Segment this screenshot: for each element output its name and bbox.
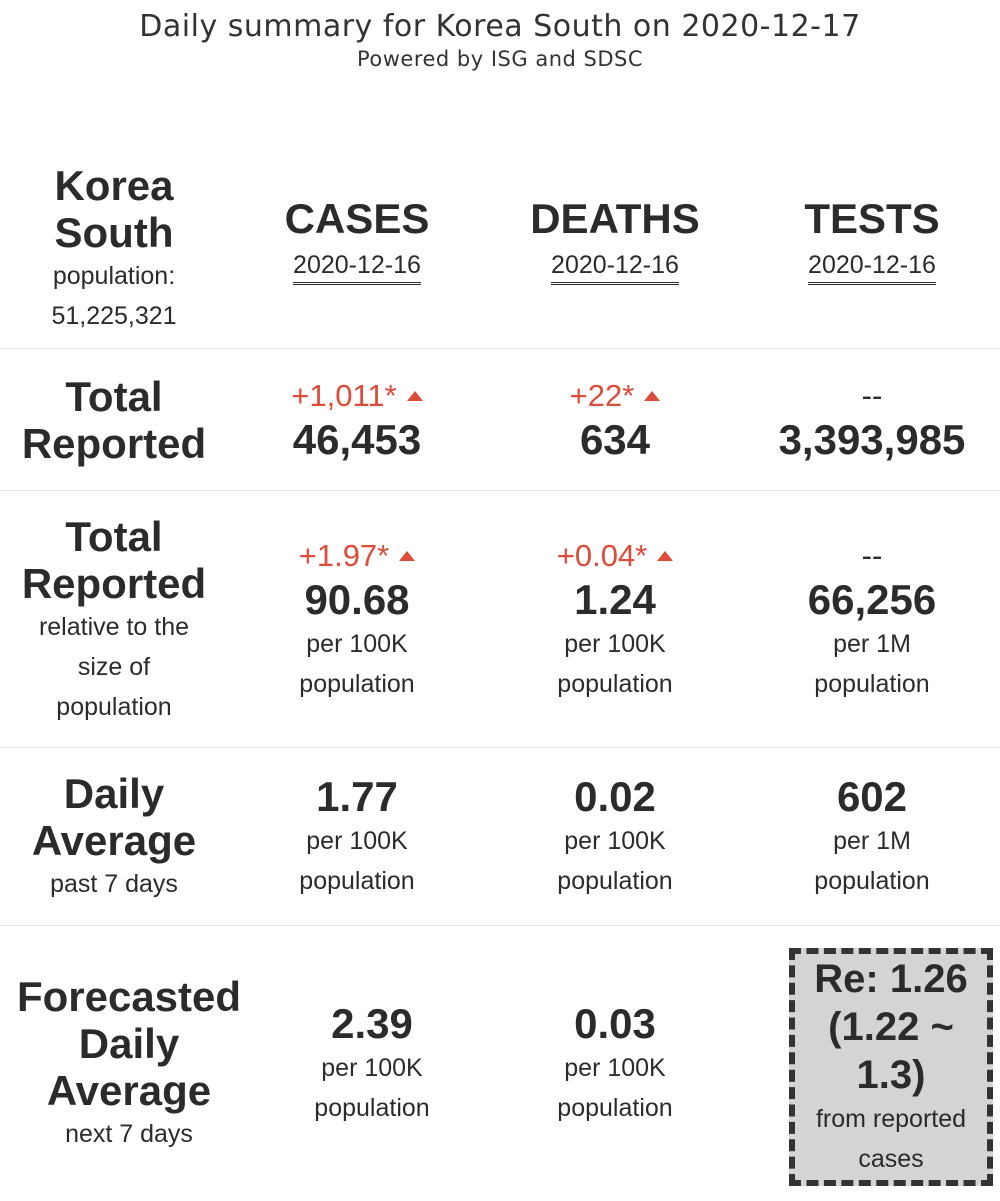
row-sublabel-2: size of: [77, 652, 151, 681]
row-label: Forecasted: [16, 973, 242, 1020]
cases-header: CASES 2020-12-16: [228, 150, 486, 348]
cases-delta: +1.97*: [299, 536, 416, 576]
forecast-cases-cell: 2.39 per 100K population: [258, 926, 486, 1201]
page-title: Daily summary for Korea South on 2020-12…: [139, 9, 861, 44]
triangle-up-icon: [657, 550, 674, 561]
deaths-delta: +0.04*: [557, 536, 674, 576]
total-reported-row: Total Reported +1,011* 46,453 +22* 634 -…: [0, 348, 1000, 491]
population-label: population:: [52, 262, 176, 290]
total-tests-cell: -- 3,393,985: [744, 349, 1000, 491]
triangle-up-icon: [644, 391, 661, 401]
unit-label-2: population: [314, 1093, 430, 1122]
cases-heading: CASES: [284, 195, 430, 242]
deaths-delta: +22*: [570, 376, 661, 416]
forecast-deaths-cell: 0.03 per 100K population: [486, 926, 744, 1201]
tests-heading: TESTS: [804, 195, 940, 242]
unit-label: per 100K: [564, 1053, 666, 1082]
row-sublabel: relative to the: [38, 612, 190, 641]
forecast-cases-value: 2.39: [331, 999, 413, 1047]
forecast-deaths-value: 0.03: [574, 999, 656, 1047]
cases-delta: +1,011*: [291, 376, 423, 416]
avg-deaths-cell: 0.02 per 100K population: [486, 748, 744, 926]
unit-label: per 1M: [833, 827, 911, 855]
deaths-header: DEATHS 2020-12-16: [486, 150, 744, 348]
row-label-cell: Daily Average past 7 days: [0, 748, 228, 926]
relative-cases-value: 90.68: [304, 575, 410, 623]
avg-cases-cell: 1.77 per 100K population: [228, 748, 486, 926]
row-label-3: Average: [46, 1067, 212, 1114]
re-value: Re: 1.26: [814, 957, 968, 1001]
unit-label: per 100K: [306, 629, 408, 658]
unit-label: per 1M: [833, 629, 911, 658]
avg-deaths-value: 0.02: [574, 773, 656, 820]
tests-header: TESTS 2020-12-16: [744, 150, 1000, 348]
unit-label-2: population: [299, 669, 415, 698]
row-label-2: Daily: [78, 1020, 180, 1067]
unit-label-2: population: [299, 867, 415, 895]
relative-deaths-cell: +0.04* 1.24 per 100K population: [486, 491, 744, 748]
daily-average-row: Daily Average past 7 days 1.77 per 100K …: [0, 747, 1000, 926]
tests-date-link[interactable]: 2020-12-16: [808, 248, 936, 285]
country-name-2: South: [54, 209, 174, 256]
forecast-row: Forecasted Daily Average next 7 days 2.3…: [0, 925, 1000, 1201]
row-label-2: Reported: [21, 420, 207, 467]
row-label: Daily: [63, 770, 165, 817]
total-deaths-value: 634: [579, 416, 651, 463]
row-label-2: Average: [31, 817, 197, 864]
triangle-up-icon: [406, 391, 423, 401]
tests-delta: --: [861, 537, 883, 573]
re-range-2: 1.3): [856, 1053, 926, 1097]
unit-label: per 100K: [321, 1053, 423, 1082]
relative-row: Total Reported relative to the size of p…: [0, 490, 1000, 748]
avg-cases-value: 1.77: [316, 773, 398, 820]
total-tests-value: 3,393,985: [778, 416, 966, 463]
unit-label-2: population: [557, 867, 673, 895]
row-sublabel: past 7 days: [50, 870, 178, 898]
triangle-up-icon: [399, 550, 416, 561]
re-range: (1.22 ~: [828, 1005, 954, 1049]
page-subtitle: Powered by ISG and SDSC: [356, 47, 644, 71]
unit-label: per 100K: [564, 629, 666, 658]
page-header: Daily summary for Korea South on 2020-12…: [0, 8, 1000, 72]
population-value: 51,225,321: [51, 302, 177, 330]
row-sublabel: next 7 days: [65, 1120, 193, 1148]
cases-date-link[interactable]: 2020-12-16: [293, 248, 421, 285]
re-source-2: cases: [858, 1145, 924, 1173]
column-header-row: Korea South population: 51,225,321 CASES…: [0, 150, 1000, 348]
row-label: Total: [65, 373, 163, 420]
country-name: Korea: [54, 162, 174, 209]
avg-tests-cell: 602 per 1M population: [744, 748, 1000, 926]
row-label-cell: Forecasted Daily Average next 7 days: [0, 926, 258, 1201]
total-cases-cell: +1,011* 46,453: [228, 349, 486, 491]
avg-tests-value: 602: [836, 773, 908, 820]
relative-deaths-value: 1.24: [574, 575, 656, 623]
unit-label-2: population: [557, 669, 673, 698]
row-label-cell: Total Reported: [0, 349, 228, 491]
re-estimate-box: Re: 1.26 (1.22 ~ 1.3) from reported case…: [789, 948, 993, 1186]
re-source: from reported: [815, 1105, 967, 1133]
relative-tests-cell: -- 66,256 per 1M population: [744, 491, 1000, 748]
total-deaths-cell: +22* 634: [486, 349, 744, 491]
relative-tests-value: 66,256: [807, 575, 937, 623]
total-cases-value: 46,453: [292, 416, 422, 463]
row-sublabel-3: population: [56, 692, 172, 721]
country-cell: Korea South population: 51,225,321: [0, 150, 228, 348]
unit-label-2: population: [557, 1093, 673, 1122]
deaths-date-link[interactable]: 2020-12-16: [551, 248, 679, 285]
row-label: Total: [65, 512, 163, 560]
relative-cases-cell: +1.97* 90.68 per 100K population: [228, 491, 486, 748]
unit-label-2: population: [814, 867, 930, 895]
unit-label: per 100K: [306, 827, 408, 855]
row-label-cell: Total Reported relative to the size of p…: [0, 491, 228, 748]
deaths-heading: DEATHS: [530, 195, 700, 242]
unit-label: per 100K: [564, 827, 666, 855]
unit-label-2: population: [814, 669, 930, 698]
row-label-2: Reported: [21, 559, 207, 607]
tests-delta: --: [861, 378, 883, 413]
